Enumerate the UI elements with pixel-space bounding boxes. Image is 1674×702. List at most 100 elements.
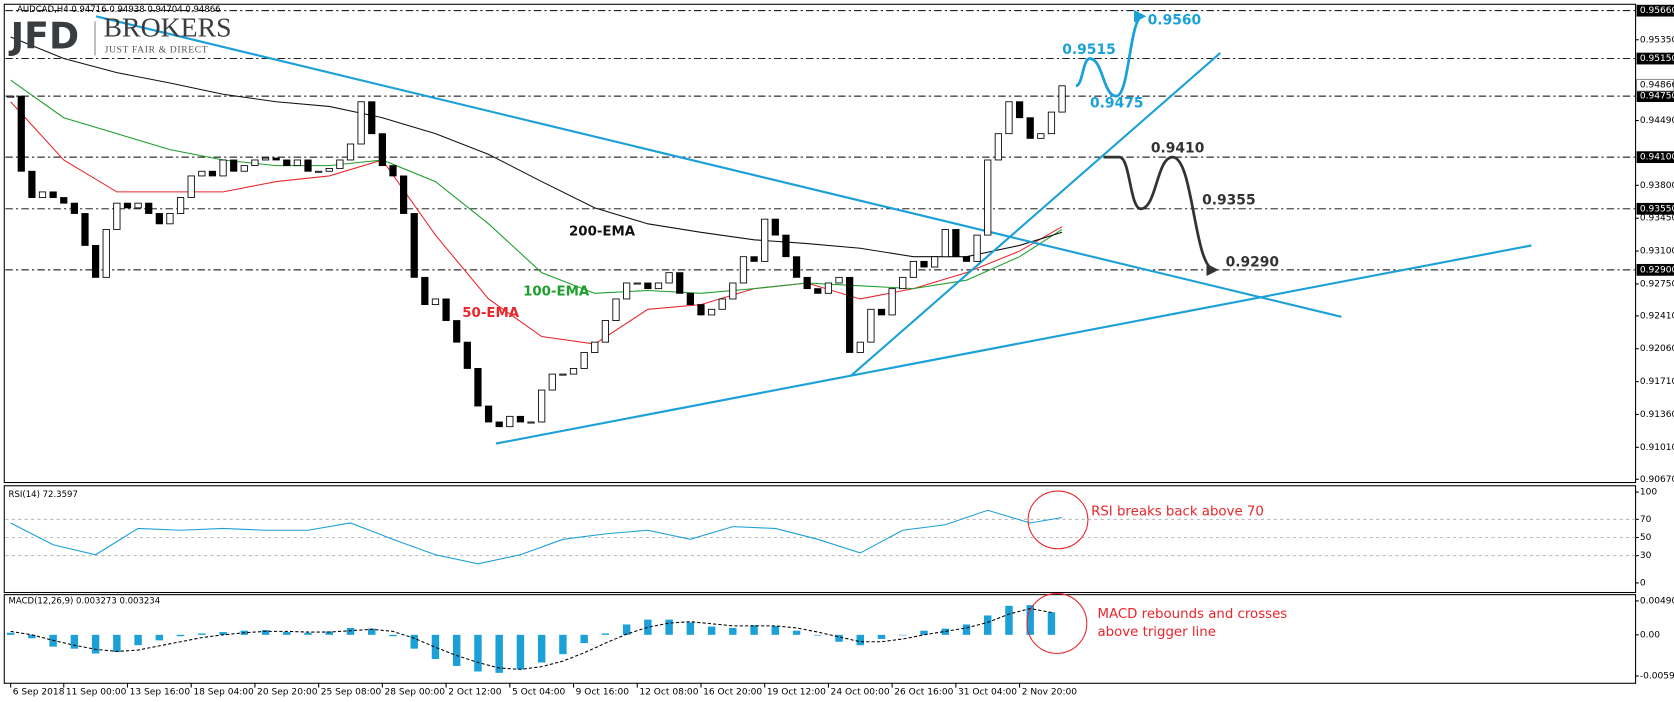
level-label: 0.92900 — [1640, 265, 1674, 275]
y-tick-label: 0.90670 — [1640, 475, 1674, 485]
candle — [123, 202, 132, 209]
macd-bar — [899, 634, 907, 636]
candle — [580, 352, 588, 369]
y-tick-label: 0.93100 — [1640, 247, 1674, 257]
candle — [559, 373, 567, 376]
candle — [782, 234, 790, 258]
y-tick-label: 0.92410 — [1640, 311, 1674, 321]
candle — [931, 256, 939, 268]
candle — [145, 202, 153, 214]
macd-highlight — [1026, 593, 1088, 654]
x-tick-label: 28 Sep 00:00 — [384, 687, 445, 697]
macd-bar — [835, 634, 843, 642]
candle — [1005, 101, 1013, 135]
macd-bar — [389, 634, 397, 637]
candle — [707, 308, 716, 316]
candle — [219, 159, 227, 177]
macd-bar — [304, 632, 312, 635]
macd-bar — [537, 634, 546, 663]
macd-bar — [452, 634, 461, 666]
macd-title: MACD(12,26,9) 0.003273 0.003234 — [9, 597, 161, 607]
y-tick-label: 0.91710 — [1640, 377, 1674, 387]
candle — [654, 282, 663, 290]
x-tick-label: 2 Nov 20:00 — [1022, 687, 1078, 697]
macd-bar — [410, 634, 418, 649]
x-tick-label: 26 Oct 16:00 — [894, 687, 953, 697]
macd-bar — [920, 630, 928, 635]
price-panel — [3, 3, 1637, 484]
candle — [272, 157, 280, 161]
candle — [336, 159, 344, 169]
scenario-label: 0.9560 — [1148, 12, 1201, 28]
candle — [431, 298, 440, 306]
x-tick-label: 13 Sep 16:00 — [130, 687, 191, 697]
candle — [283, 159, 291, 167]
x-tick-label: 9 Oct 16:00 — [576, 687, 630, 697]
candle — [941, 229, 949, 258]
macd-bar — [941, 628, 949, 635]
macd-bar — [516, 634, 525, 670]
scenario-label: 0.9355 — [1202, 193, 1255, 209]
logo-brand: BROKERS — [104, 12, 232, 43]
level-box — [1636, 4, 1674, 17]
macd-bar — [198, 633, 206, 635]
candle — [484, 405, 493, 423]
macd-bar — [28, 634, 36, 639]
candle — [623, 282, 631, 300]
candle — [421, 276, 429, 306]
candle — [984, 159, 992, 236]
level-box — [1636, 90, 1674, 102]
candle — [251, 159, 259, 167]
candle — [877, 308, 886, 316]
y-tick-label: 0 — [1640, 578, 1646, 588]
logo-name: JFD — [8, 14, 79, 57]
candle — [315, 170, 323, 173]
candle — [293, 159, 302, 167]
macd-bar — [601, 633, 610, 635]
candle — [325, 167, 333, 172]
macd-bar — [1047, 612, 1056, 635]
x-tick-label: 6 Sep 2018 — [13, 687, 65, 697]
x-tick-label: 16 Oct 20:00 — [703, 687, 762, 697]
candle — [1026, 117, 1034, 139]
logo-tagline: JUST FAIR & DIRECT — [105, 44, 209, 55]
signal-line — [10, 608, 1052, 670]
candle — [601, 320, 610, 343]
candle — [750, 256, 758, 262]
y-tick-label: 0.004908 — [1640, 596, 1674, 606]
candle — [113, 202, 121, 230]
macd-annotation: MACD rebounds and crosses — [1097, 607, 1287, 622]
x-tick-label: 31 Oct 04:00 — [958, 687, 1017, 697]
candle — [538, 389, 546, 423]
candle — [230, 159, 238, 172]
trendline — [495, 244, 1532, 445]
macd-bar — [70, 634, 79, 649]
candle — [506, 415, 514, 428]
candle — [633, 282, 641, 285]
candle — [399, 175, 408, 214]
macd-bar — [1026, 605, 1034, 635]
rsi-line — [10, 509, 1063, 565]
scenario-label: 0.9515 — [1062, 42, 1115, 58]
macd-bar — [1005, 605, 1013, 635]
macd-bar — [622, 624, 631, 635]
candle — [474, 368, 482, 407]
level-label: 0.94750 — [1640, 92, 1674, 102]
candle — [803, 276, 811, 290]
macd-bar — [91, 634, 100, 654]
x-tick-label: 18 Sep 04:00 — [193, 687, 254, 697]
macd-bar — [877, 634, 886, 639]
y-tick-label: 0.91010 — [1640, 443, 1674, 453]
candle — [761, 218, 769, 262]
candle — [240, 165, 248, 172]
ema-line — [10, 36, 1063, 258]
candle — [729, 282, 737, 300]
macd-bar — [559, 634, 567, 655]
macd-bar — [792, 630, 801, 635]
candle — [1037, 133, 1045, 139]
candle — [867, 308, 875, 343]
level-label: 0.95660 — [1640, 6, 1674, 16]
candle — [739, 256, 748, 284]
macd-bar — [219, 632, 227, 635]
